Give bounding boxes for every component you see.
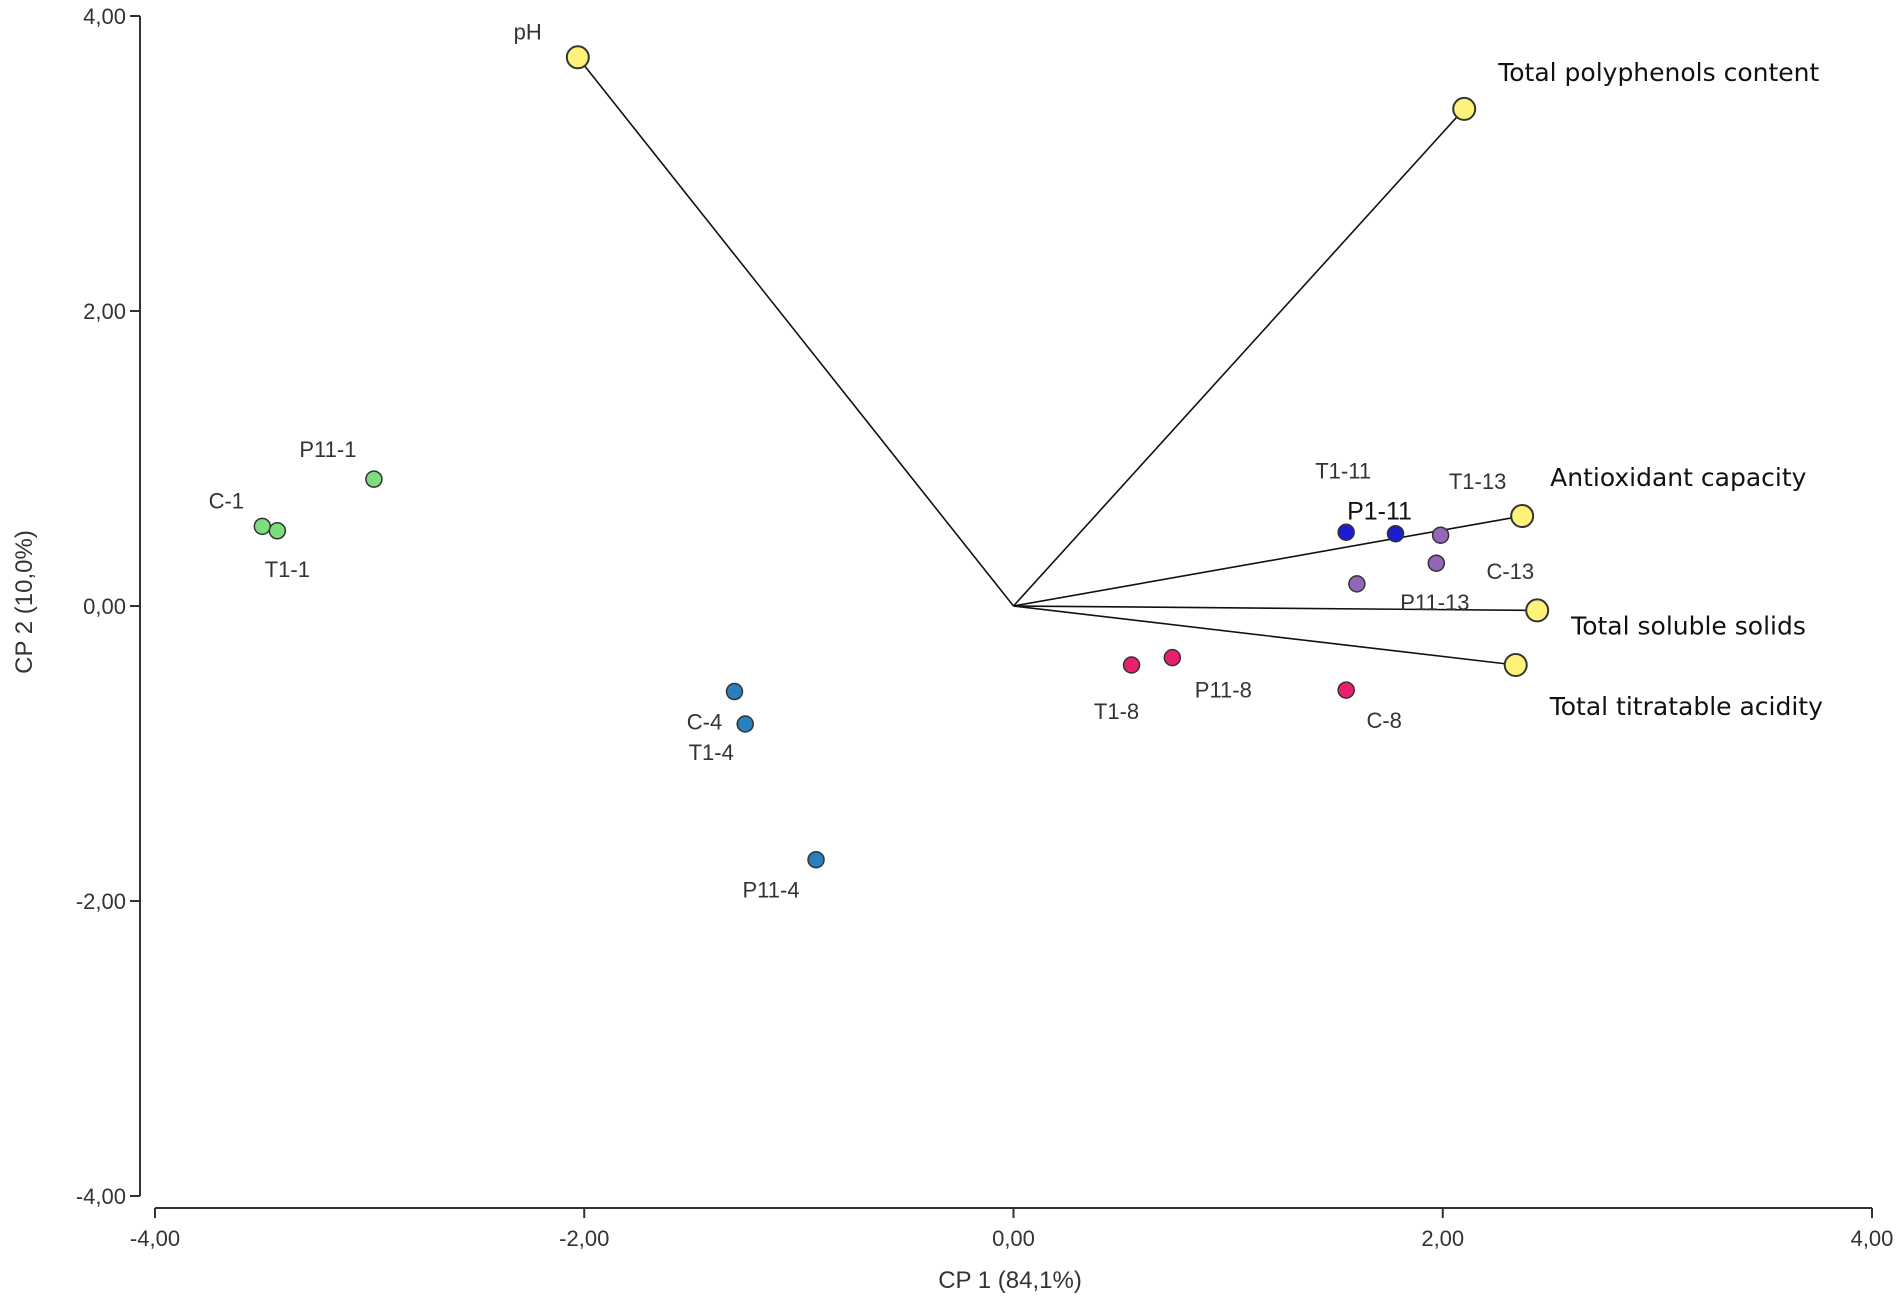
loading-vector-point (1525, 598, 1550, 623)
score-point (1122, 656, 1141, 674)
y-axis-title: CP 2 (10,0%) (11, 530, 38, 674)
loading-vector-label: Total soluble solids (1570, 611, 1806, 640)
loading-vector-line (1013, 605, 1516, 666)
score-point-label: C-13 (1486, 559, 1534, 584)
score-point-label: P11-8 (1195, 678, 1252, 703)
loading-vector-line (577, 56, 1015, 607)
y-axis-ticks: -4,00 -2,00 0,00 2,00 4,00 (76, 4, 140, 1209)
score-point (1386, 524, 1405, 543)
score-point (268, 522, 287, 540)
loading-vector-line (1013, 605, 1538, 612)
loading-vector-point (1452, 96, 1477, 121)
score-point-label: T1-8 (1094, 699, 1139, 724)
score-point-label: T1-11 (1315, 458, 1371, 483)
x-tick-label: -2,00 (559, 1226, 609, 1251)
loading-vector-point (565, 45, 590, 70)
x-tick-label: 2,00 (1421, 1226, 1464, 1251)
x-axis-title: CP 1 (84,1%) (938, 1267, 1082, 1294)
score-point-label: C-8 (1366, 708, 1401, 733)
loading-vector-label: pH (514, 19, 542, 44)
score-point (807, 850, 825, 869)
score-point-label: T1-1 (265, 557, 310, 582)
score-point-label: T1-13 (1449, 469, 1506, 494)
loading-vector-label: Total polyphenols content (1497, 58, 1819, 87)
score-point (1337, 681, 1355, 699)
loading-vector-line (1012, 108, 1465, 607)
score-point-label: C-4 (687, 710, 722, 735)
loading-vector-point (1503, 653, 1528, 677)
score-point (365, 470, 383, 488)
y-tick-label: 2,00 (83, 299, 126, 324)
loading-vector-label: Total titratable acidity (1549, 692, 1823, 721)
score-point-label: P11-1 (299, 437, 356, 462)
x-tick-label: -4,00 (130, 1226, 180, 1251)
y-tick-label: 4,00 (83, 4, 126, 29)
axes: -4,00 -2,00 0,00 2,00 4,00 -4,00 -2,00 0,00 2,0… (76, 4, 1894, 1251)
x-tick-label: 0,00 (992, 1226, 1035, 1251)
y-tick-label: 0,00 (83, 594, 126, 619)
score-point-label: P11-13 (1400, 590, 1469, 615)
score-point-label: T1-4 (689, 740, 734, 765)
score-point (736, 715, 754, 733)
score-point (725, 682, 744, 701)
score-point (1337, 523, 1355, 541)
loading-vector-point (1510, 504, 1535, 529)
score-point-label: P1-11 (1347, 498, 1412, 526)
score-point (1427, 554, 1446, 572)
loading-vectors: pH Total polyphenols content Antioxidant c… (514, 19, 1823, 721)
score-points: C-1 T1-1 P11-1 C-4 T1-4 P11-4 T1-8 P11-8 C-8 T1-1… (209, 437, 1535, 903)
x-tick-label: 4,00 (1851, 1226, 1894, 1251)
y-tick-label: -2,00 (76, 889, 126, 914)
loading-vector-label: Antioxidant capacity (1550, 463, 1806, 492)
score-point (253, 517, 272, 536)
score-point (1348, 575, 1366, 593)
score-point-label: C-1 (209, 488, 244, 513)
score-point (1163, 648, 1182, 667)
score-point (1431, 526, 1450, 544)
y-tick-label: -4,00 (76, 1184, 126, 1209)
score-point-label: P11-4 (743, 878, 800, 903)
x-axis-ticks: -4,00 -2,00 0,00 2,00 4,00 (130, 1208, 1893, 1251)
